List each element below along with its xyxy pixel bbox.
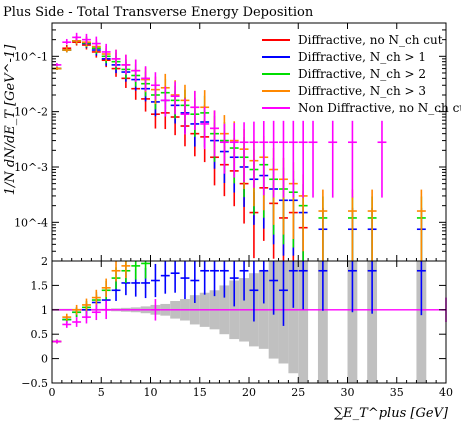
- series-0: [52, 37, 308, 261]
- y-tick-label-lower: 1: [41, 304, 48, 317]
- legend-label: Diffractive, N_ch > 3: [298, 84, 426, 98]
- y-tick-label-lower: −0.5: [21, 377, 48, 390]
- legend-item: Non Diffractive, no N_ch cut: [262, 101, 461, 115]
- ratio-series-2: [52, 261, 131, 344]
- x-tick-label: 35: [390, 386, 404, 399]
- legend-label: Diffractive, no N_ch cut: [298, 33, 443, 47]
- y-tick-label-lower: 0: [41, 353, 48, 366]
- upper-plot-marks: [52, 32, 426, 261]
- y-tick-label-lower: 2: [41, 255, 48, 268]
- legend-item: Diffractive, N_ch > 3: [262, 84, 426, 98]
- ratio-band-bin: [367, 261, 378, 383]
- chart-title: Plus Side - Total Transverse Energy Depo…: [3, 5, 314, 20]
- ratio-band-bin: [317, 261, 328, 383]
- ratio-band-bin: [347, 261, 358, 383]
- axes: 0 5 10 15 20 25 30 35 4010^-410^-310^-210^-1−0.5…: [14, 22, 453, 399]
- x-tick-label: 30: [341, 386, 355, 399]
- y-axis-label: 1/N dN/dE_T [GeV^-1]: [3, 44, 18, 195]
- ratio-band-bin: [416, 261, 427, 383]
- x-tick-label: 20: [242, 386, 256, 399]
- ratio-series-1: [52, 261, 151, 344]
- x-tick-label: 10: [144, 386, 158, 399]
- legend-item: Diffractive, N_ch > 1: [262, 50, 426, 64]
- legend-label: Non Diffractive, no N_ch cut: [298, 101, 461, 115]
- y-tick-label-lower: 1.5: [31, 279, 49, 292]
- ratio-band: [52, 261, 427, 383]
- x-axis-label: ∑E_T^plus [GeV]: [334, 406, 449, 421]
- legend-item: Diffractive, no N_ch cut: [262, 33, 443, 47]
- x-tick-label: 0: [49, 386, 56, 399]
- legend-label: Diffractive, N_ch > 1: [298, 50, 426, 64]
- y-tick-label-upper: 10^-1: [14, 50, 48, 63]
- y-tick-label-lower: 0.5: [31, 328, 49, 341]
- legend-item: Diffractive, N_ch > 2: [262, 67, 426, 81]
- x-tick-label: 5: [98, 386, 105, 399]
- y-tick-label-upper: 10^-4: [14, 216, 48, 229]
- x-tick-label: 25: [291, 386, 305, 399]
- series-4: [52, 32, 387, 198]
- x-tick-label: 15: [193, 386, 207, 399]
- legend: Diffractive, no N_ch cut Diffractive, N_c…: [262, 33, 461, 115]
- legend-label: Diffractive, N_ch > 2: [298, 67, 426, 81]
- y-tick-label-upper: 10^-3: [14, 161, 48, 174]
- ratio-band-bin: [298, 261, 309, 383]
- ratio-band-bin: [288, 261, 299, 374]
- x-tick-label: 40: [439, 386, 453, 399]
- y-tick-label-upper: 10^-2: [14, 106, 48, 119]
